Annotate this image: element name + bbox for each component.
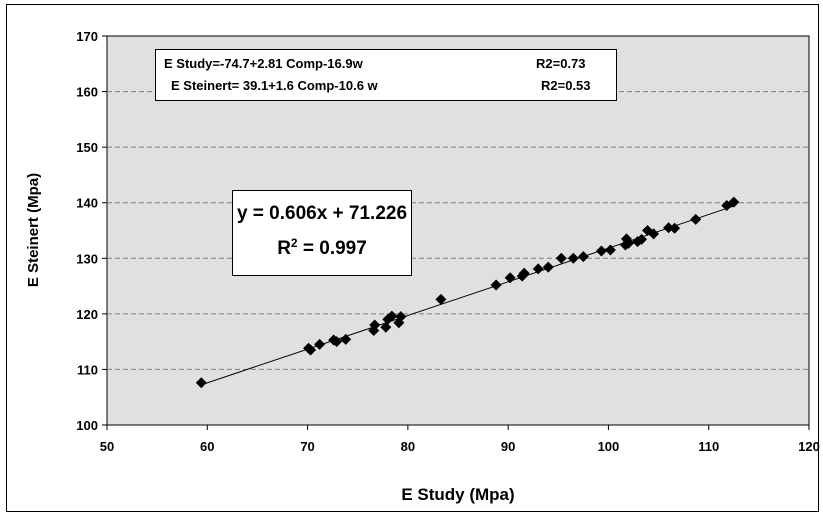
x-tick-label: 50 [100,439,114,454]
equation-text: E Study=-74.7+2.81 Comp-16.9w [164,56,363,71]
y-tick-label: 160 [76,85,98,100]
data-point [728,196,740,208]
data-point [195,377,207,389]
y-tick-label: 120 [76,307,98,322]
x-tick-label: 70 [300,439,314,454]
data-point [305,344,317,356]
x-tick-label: 60 [200,439,214,454]
data-point [331,336,343,348]
data-point [555,252,567,264]
y-tick-label: 140 [76,196,98,211]
data-point [380,321,392,333]
data-point [636,233,648,245]
trendline-r-squared: R2 = 0.997 [233,236,411,260]
data-point [395,311,407,323]
y-tick-label: 130 [76,251,98,266]
trendline-equation: y = 0.606x + 71.226 [236,203,408,224]
data-point [386,310,398,322]
x-tick-label: 90 [501,439,515,454]
data-point [567,252,579,264]
equation-text: E Steinert= 39.1+1.6 Comp-10.6 w [171,78,378,93]
r2-text: R2=0.53 [541,78,591,93]
data-point [490,279,502,291]
y-axis-ticks: 100 110 120 130 140 150 160 170 [76,29,107,433]
r-superscript: 2 [290,236,298,250]
equation-row: E Steinert= 39.1+1.6 Comp-10.6 w R2=0.53 [156,76,616,96]
data-point [542,261,554,273]
y-tick-label: 100 [76,418,98,433]
y-tick-label: 170 [76,29,98,44]
data-point [532,263,544,275]
data-point [604,244,616,256]
y-tick-label: 150 [76,140,98,155]
y-axis-title: E Steinert (Mpa) [25,173,42,287]
trendline-line [201,205,734,386]
x-tick-label: 110 [698,439,719,454]
data-point [314,338,326,350]
data-point [369,319,381,331]
data-point [435,293,447,305]
trendline-equation-box: y = 0.606x + 71.226 R2 = 0.997 [232,190,412,276]
trendline [201,205,734,386]
data-points [195,196,740,389]
data-point [518,267,530,279]
r2-text: R2=0.73 [536,56,586,71]
x-axis-ticks: 50 60 70 80 90 100 110 120 [100,425,820,454]
data-point [595,245,607,257]
data-point [577,251,589,263]
equation-row: E Study=-74.7+2.81 Comp-16.9w R2=0.73 [156,54,616,74]
data-point [690,213,702,225]
y-tick-label: 110 [77,362,98,377]
data-point [504,272,516,284]
r-squared-value: = 0.997 [297,238,367,259]
r-symbol: R [277,238,291,259]
data-point [669,222,681,234]
regression-equations-box: E Study=-74.7+2.81 Comp-16.9w R2=0.73 E … [155,49,617,101]
x-axis-title: E Study (Mpa) [401,485,514,504]
data-point [648,228,660,240]
data-point [622,237,634,249]
x-tick-label: 100 [598,439,620,454]
x-tick-label: 80 [401,439,415,454]
x-tick-label: 120 [798,439,820,454]
data-point [340,333,352,345]
